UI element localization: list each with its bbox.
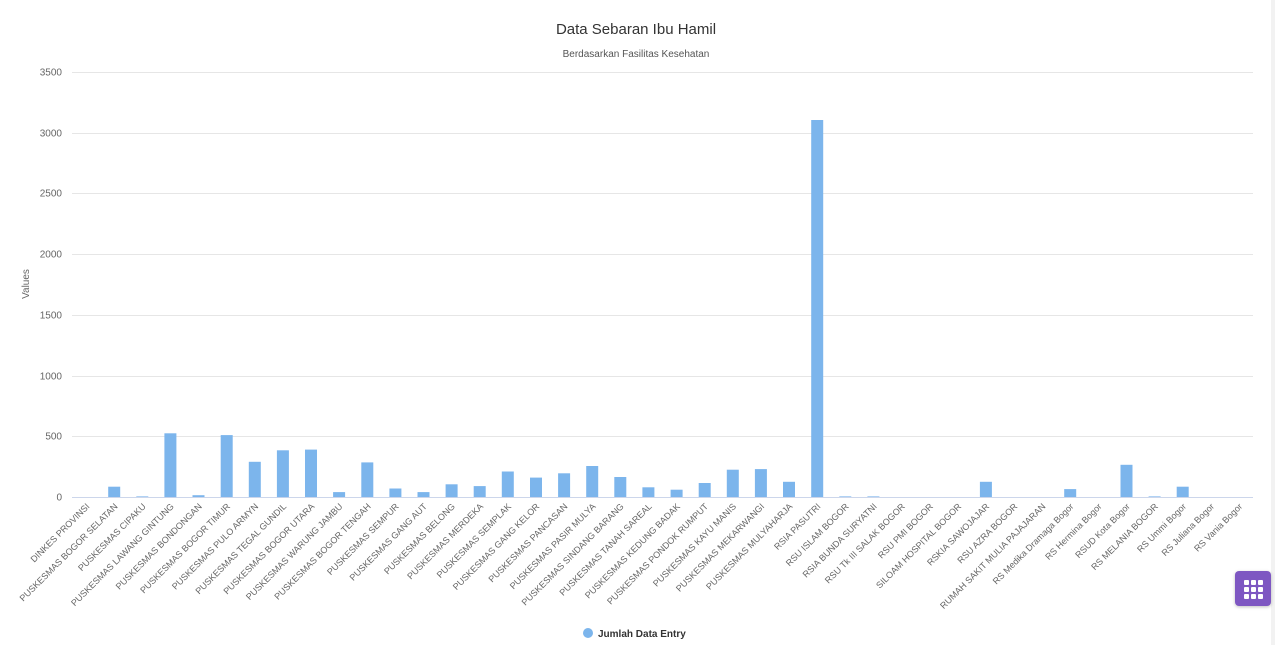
bar[interactable] — [501, 471, 514, 498]
bar[interactable] — [614, 477, 627, 497]
bar[interactable] — [389, 488, 402, 498]
legend-label[interactable]: Jumlah Data Entry — [598, 629, 686, 640]
x-tick-label: RUMAH SAKIT MULIA PAJAJARAN — [938, 501, 1047, 610]
chart-title: Data Sebaran Ibu Hamil — [556, 21, 716, 38]
bar[interactable] — [530, 477, 542, 497]
y-tick-label: 2500 — [40, 189, 63, 200]
bar[interactable] — [164, 433, 177, 498]
scrollbar-track — [1271, 0, 1275, 645]
bar[interactable] — [473, 486, 486, 497]
bar[interactable] — [333, 492, 346, 497]
bar[interactable] — [783, 481, 795, 497]
bar[interactable] — [1120, 464, 1133, 497]
x-tick-label: PUSKESMAS PONDOK RUMPUT — [605, 501, 710, 606]
y-tick-label: 1000 — [40, 372, 63, 383]
y-tick-label: 1500 — [40, 311, 63, 322]
y-axis-title: Values — [21, 269, 32, 299]
bar[interactable] — [726, 469, 739, 497]
bar[interactable] — [192, 495, 205, 497]
bar[interactable] — [1176, 486, 1189, 497]
bar[interactable] — [108, 486, 121, 497]
bar[interactable] — [642, 487, 655, 497]
chart-menu-button[interactable] — [1235, 571, 1271, 606]
bar[interactable] — [305, 449, 317, 497]
bar[interactable] — [698, 483, 711, 497]
bar[interactable] — [136, 496, 149, 497]
bar[interactable] — [811, 120, 824, 497]
bar[interactable] — [417, 492, 430, 497]
y-tick-label: 3000 — [40, 129, 63, 140]
bar[interactable] — [558, 473, 571, 497]
bar[interactable] — [220, 435, 233, 497]
y-tick-label: 2000 — [40, 250, 63, 261]
x-tick-label: RS Ummi Bogor — [1135, 501, 1188, 554]
bar[interactable] — [248, 461, 261, 497]
bar[interactable] — [670, 489, 683, 497]
y-tick-label: 0 — [56, 493, 62, 504]
bar[interactable] — [754, 469, 767, 497]
grid-lines — [72, 72, 1253, 498]
y-tick-label: 3500 — [40, 68, 63, 79]
x-tick-label: PUSKESMAS SINDANG BARANG — [520, 501, 626, 607]
bar[interactable] — [276, 450, 289, 498]
bar[interactable] — [445, 484, 458, 498]
bar[interactable] — [586, 466, 599, 497]
bar[interactable] — [979, 481, 992, 497]
y-axis-ticks: 0 500 1000 1500 2000 2500 3000 3500 — [40, 68, 63, 504]
bar-series — [108, 120, 1189, 498]
bar[interactable] — [1148, 496, 1161, 497]
bar[interactable] — [1064, 489, 1077, 497]
x-tick-label: RS Vania Bogor — [1192, 501, 1244, 553]
legend-marker — [583, 628, 593, 638]
x-tick-label: PUSKESMAS LAWANG GINTUNG — [69, 501, 176, 608]
grid-menu-icon — [1235, 571, 1271, 606]
bar[interactable] — [839, 496, 852, 497]
legend[interactable]: Jumlah Data Entry — [583, 628, 686, 640]
y-tick-label: 500 — [45, 432, 62, 443]
bar[interactable] — [361, 462, 374, 497]
bar[interactable] — [867, 496, 880, 497]
chart-subtitle: Berdasarkan Fasilitas Kesehatan — [563, 49, 710, 60]
